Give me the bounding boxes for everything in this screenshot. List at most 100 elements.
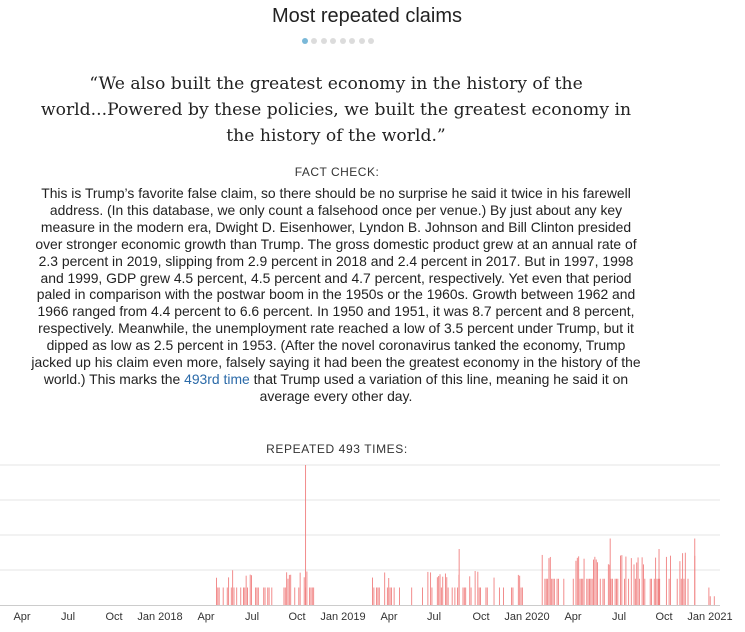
claim-bar [708,587,710,605]
claim-bar [462,587,464,605]
claim-bar [589,578,590,605]
claim-bar [255,587,257,605]
claim-bar [553,578,555,605]
claim-bar [299,572,301,605]
claim-bar [709,596,711,605]
claim-bar [486,587,488,605]
x-tick-label: Jan 2019 [320,611,365,623]
carousel-dot[interactable] [349,38,356,44]
claim-bar [670,555,671,605]
spike-bar [458,549,460,605]
claim-bar [222,587,224,605]
claim-bar [594,556,596,605]
claim-bar [288,574,290,605]
claim-bar [597,562,599,605]
claim-bar [547,578,549,605]
claim-bar [582,578,584,605]
claim-bar [614,578,616,605]
claim-bar [617,578,619,605]
claim-bar [656,578,658,605]
claim-bar [457,587,459,605]
claim-bar [602,578,604,605]
x-tick-label: Jan 2020 [504,611,549,623]
claim-bar [249,574,251,605]
claim-bar [226,587,228,605]
claim-bar [643,564,644,605]
carousel-dot[interactable] [368,38,375,44]
claim-bar [378,587,380,605]
claim-bar [463,587,465,605]
claim-bar [311,587,313,605]
claim-bar [216,577,217,605]
claim-bar [306,571,308,605]
claim-bar [541,554,543,605]
claim-bar [393,587,395,605]
claim-bar [256,587,258,605]
carousel-dot[interactable] [311,38,318,44]
claim-bar [609,564,611,605]
claim-bar [651,578,653,605]
claim-bar [233,587,235,605]
claim-bar [616,578,617,605]
x-tick-label: Jan 2018 [137,611,182,623]
spike-bar [694,538,696,605]
claim-bar [286,572,288,605]
claim-bar [309,587,311,605]
claim-bar [682,553,684,605]
carousel-dot[interactable] [320,38,327,44]
claim-bar [551,578,553,605]
carousel-dot[interactable] [339,38,346,44]
claim-bar [313,587,315,605]
claim-bar [676,578,678,605]
claim-bar [680,578,682,605]
claim-bar [465,587,467,605]
claim-bar [548,558,550,605]
claim-bar [267,587,269,605]
claim-bar [244,587,246,605]
claim-bar [447,587,449,605]
claim-bar [290,574,292,605]
carousel-dot[interactable] [330,38,337,44]
claim-bar [446,577,448,605]
claim-bar [283,587,285,605]
claim-bar [599,578,601,605]
claim-bar [503,587,504,605]
claim-bar [621,555,623,605]
x-tick-label: Oct [288,611,305,623]
claim-bar [549,556,551,605]
claim-bar [251,575,252,605]
claim-bar [264,587,266,605]
claim-bar [579,578,581,605]
claim-bar [668,578,670,605]
claim-bar [498,587,500,605]
carousel-dot[interactable] [358,38,365,44]
repeat-count-link[interactable]: 493rd time [184,370,250,387]
claim-bar [298,587,300,605]
claim-bar [217,587,219,605]
x-tick-label: Jan 2021 [687,611,732,623]
claim-bar [512,587,514,605]
x-tick-label: Jul [61,611,75,623]
claim-bar [243,587,244,605]
claim-bar [659,578,661,605]
claim-bar [657,578,659,605]
claim-bar [679,561,681,605]
x-tick-label: Apr [380,611,397,623]
spike-bar [658,549,660,605]
peak-bar [305,465,307,605]
claim-bar [625,556,627,605]
claim-bar [257,587,259,605]
claim-bar [517,574,519,605]
x-tick-label: Jul [245,611,259,623]
claim-bar [590,578,592,605]
claim-bar [521,587,523,605]
carousel-dots[interactable] [0,38,674,44]
claim-bar [519,575,521,605]
claim-bar [611,578,613,605]
repetition-bar-chart: Apr Jul Oct Jan 2018 Apr Jul Oct Jan 2019 Apr Jul… [0,464,733,623]
claim-bar [372,577,373,605]
carousel-dot[interactable] [301,38,308,44]
claim-bar [390,587,392,605]
claim-bar [633,564,635,605]
claim-bar [544,578,546,605]
